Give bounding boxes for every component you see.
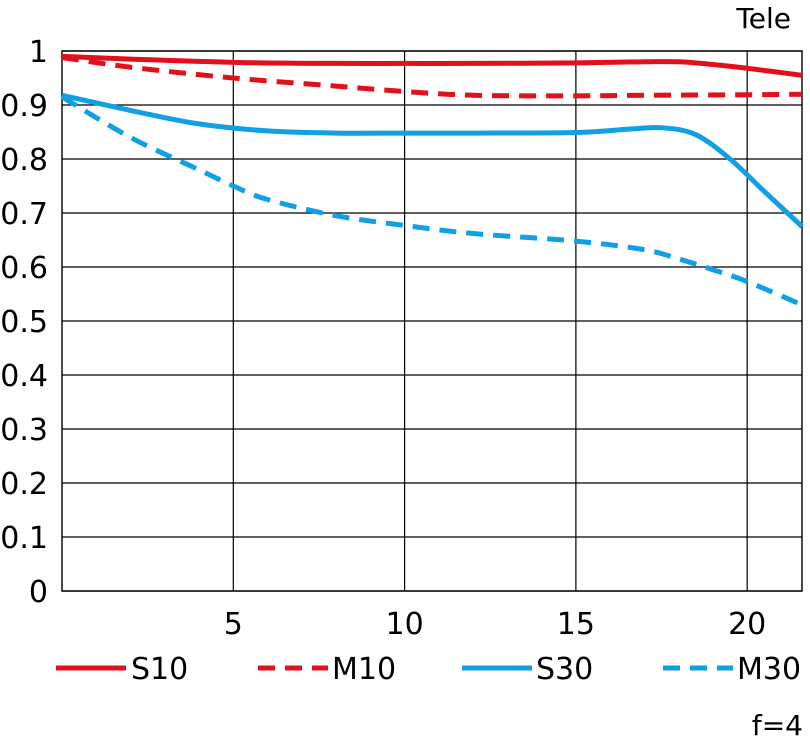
series-line-m10 <box>61 55 803 99</box>
grid <box>61 50 803 592</box>
y-tick-label: 0.6 <box>0 251 48 286</box>
axis-tick-labels: 00.10.20.30.40.50.60.70.80.915 10 15 20 <box>0 35 766 642</box>
series-lines <box>60 53 804 308</box>
y-tick-label: 0.2 <box>0 467 48 502</box>
y-tick-label: 1 <box>29 35 48 70</box>
y-tick-label: 0.3 <box>0 413 48 448</box>
y-tick-label: 0.4 <box>0 359 48 394</box>
x-tick-label: 10 <box>385 607 423 642</box>
legend-label-s10: S10 <box>131 652 188 687</box>
y-tick-label: 0.7 <box>0 197 48 232</box>
x-tick-label: 20 <box>728 607 766 642</box>
legend-label-s30: S30 <box>536 652 593 687</box>
y-tick-label: 0 <box>29 575 48 610</box>
y-tick-label: 0.5 <box>0 305 48 340</box>
y-tick-label: 0.1 <box>0 521 48 556</box>
x-tick-label: 5 <box>224 607 243 642</box>
x-tick-label: 15 <box>557 607 595 642</box>
y-tick-label: 0.8 <box>0 143 48 178</box>
legend-label-m30: M30 <box>737 652 801 687</box>
legend-label-m10: M10 <box>332 652 396 687</box>
series-line-s10 <box>61 53 803 78</box>
series-line-s30 <box>61 92 804 229</box>
y-tick-label: 0.9 <box>0 89 48 124</box>
series-line-m30 <box>60 94 803 308</box>
chart-title: Tele <box>735 2 791 35</box>
plot-frame <box>61 50 803 592</box>
legend: S10 M10 S30 M30 <box>56 652 801 687</box>
aperture-note: f=4 <box>752 709 803 742</box>
